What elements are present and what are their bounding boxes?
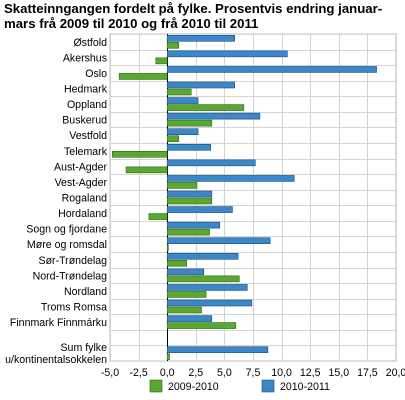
x-tick-label: -5,0 <box>101 367 119 379</box>
x-tick-label: 15,0 <box>328 367 349 379</box>
legend: 2009-2010 2010-2011 <box>149 379 330 393</box>
x-tick-label: 20,0 <box>386 367 405 379</box>
bar-2010-2011 <box>166 143 211 151</box>
bar-2010-2011 <box>166 221 221 229</box>
bar-2010-2011 <box>166 175 295 182</box>
bar-2009-2010 <box>166 197 213 205</box>
category-label: Møre og romsdal <box>27 239 107 251</box>
bar-2009-2010 <box>166 41 179 49</box>
category-label-line: Sum fylke <box>60 342 107 354</box>
bar-2009-2010 <box>166 275 240 283</box>
bar-2009-2010 <box>166 244 169 252</box>
category-label: Sør-Trøndelag <box>39 255 108 267</box>
bar-2010-2011 <box>166 66 377 73</box>
bar-2010-2011 <box>166 112 261 120</box>
bar-2010-2011 <box>166 128 199 136</box>
bar-2010-2011 <box>166 237 271 245</box>
x-axis-ticks: -5,0 -2,5 0,0 2,5 5,0 7,5 10,0 12,5 15,0 17,5 20,0 <box>101 367 405 379</box>
bar-2009-2010 <box>166 353 170 361</box>
category-label: Troms Romsa <box>41 302 107 314</box>
x-tick-label: 12,5 <box>300 367 321 379</box>
bar-2010-2011 <box>166 346 269 354</box>
bar-2010-2011 <box>166 315 213 322</box>
category-label: Hordaland <box>58 208 107 220</box>
legend-swatch <box>261 379 275 393</box>
category-label: Nordland <box>64 286 107 298</box>
bar-2010-2011 <box>166 81 235 89</box>
x-tick-label: -2,5 <box>129 367 147 379</box>
bar-2010-2011 <box>166 206 233 213</box>
category-label: Telemark <box>64 146 108 158</box>
bar-2010-2011 <box>166 299 253 307</box>
bar-2009-2010 <box>166 119 213 127</box>
grid-layer <box>109 33 397 362</box>
bar-2010-2011 <box>166 284 248 291</box>
bars-layer <box>111 34 377 361</box>
bar-2010-2011 <box>166 159 256 167</box>
category-label: Vest-Agder <box>55 177 108 189</box>
category-label-line: u/kontinentalsokkelen <box>5 354 107 366</box>
category-label: Nord-Trøndelag <box>33 270 107 282</box>
x-tick-label: 2,5 <box>188 367 203 379</box>
bar-2009-2010 <box>111 150 168 158</box>
category-label: Rogaland <box>62 193 107 205</box>
bar-2010-2011 <box>166 50 288 58</box>
bar-2009-2010 <box>166 291 207 298</box>
bar-2009-2010 <box>166 135 179 143</box>
bar-2010-2011 <box>166 268 205 276</box>
bar-2009-2010 <box>166 228 210 236</box>
bar-2010-2011 <box>166 190 213 198</box>
category-label: Vestfold <box>69 130 107 142</box>
bar-2010-2011 <box>166 34 235 42</box>
bar-2009-2010 <box>166 322 237 329</box>
category-label: Østfold <box>73 37 107 49</box>
category-label: Sogn og fjordane <box>26 224 107 236</box>
x-tick-label: 10,0 <box>271 367 292 379</box>
category-label: Akershus <box>63 52 107 64</box>
x-tick-label: 0,0 <box>160 367 175 379</box>
category-label: Finnmark Finnmárku <box>10 317 107 329</box>
legend-label: 2009-2010 <box>168 381 219 393</box>
category-label: Oslo <box>85 68 107 80</box>
bar-2009-2010 <box>155 57 168 65</box>
bar-2010-2011 <box>166 97 199 104</box>
category-label: Buskerud <box>62 115 107 127</box>
bar-2009-2010 <box>166 104 245 111</box>
category-label: Aust-Agder <box>54 161 107 173</box>
bar-2009-2010 <box>166 306 202 314</box>
legend-label: 2010-2011 <box>280 381 330 393</box>
bar-2009-2010 <box>166 259 187 267</box>
bar-2009-2010 <box>118 73 168 80</box>
category-label: Sum fylke u/kontinentalsokkelen <box>5 342 107 366</box>
category-labels: Østfold Akershus Oslo Hedmark Oppland Buskeru… <box>5 37 108 366</box>
legend-swatch <box>149 379 163 393</box>
bar-2009-2010 <box>125 166 168 174</box>
x-tick-label: 5,0 <box>217 367 232 379</box>
bar-2010-2011 <box>166 252 239 260</box>
chart-title: Skatteinngangen fordelt på fylke. Prosen… <box>4 1 383 31</box>
category-label: Oppland <box>67 99 107 111</box>
x-tick-label: 17,5 <box>357 367 378 379</box>
bar-2009-2010 <box>166 182 198 189</box>
bar-2009-2010 <box>166 88 192 96</box>
x-tick-label: 7,5 <box>246 367 261 379</box>
category-label: Hedmark <box>64 84 108 96</box>
bar-2009-2010 <box>148 213 168 220</box>
